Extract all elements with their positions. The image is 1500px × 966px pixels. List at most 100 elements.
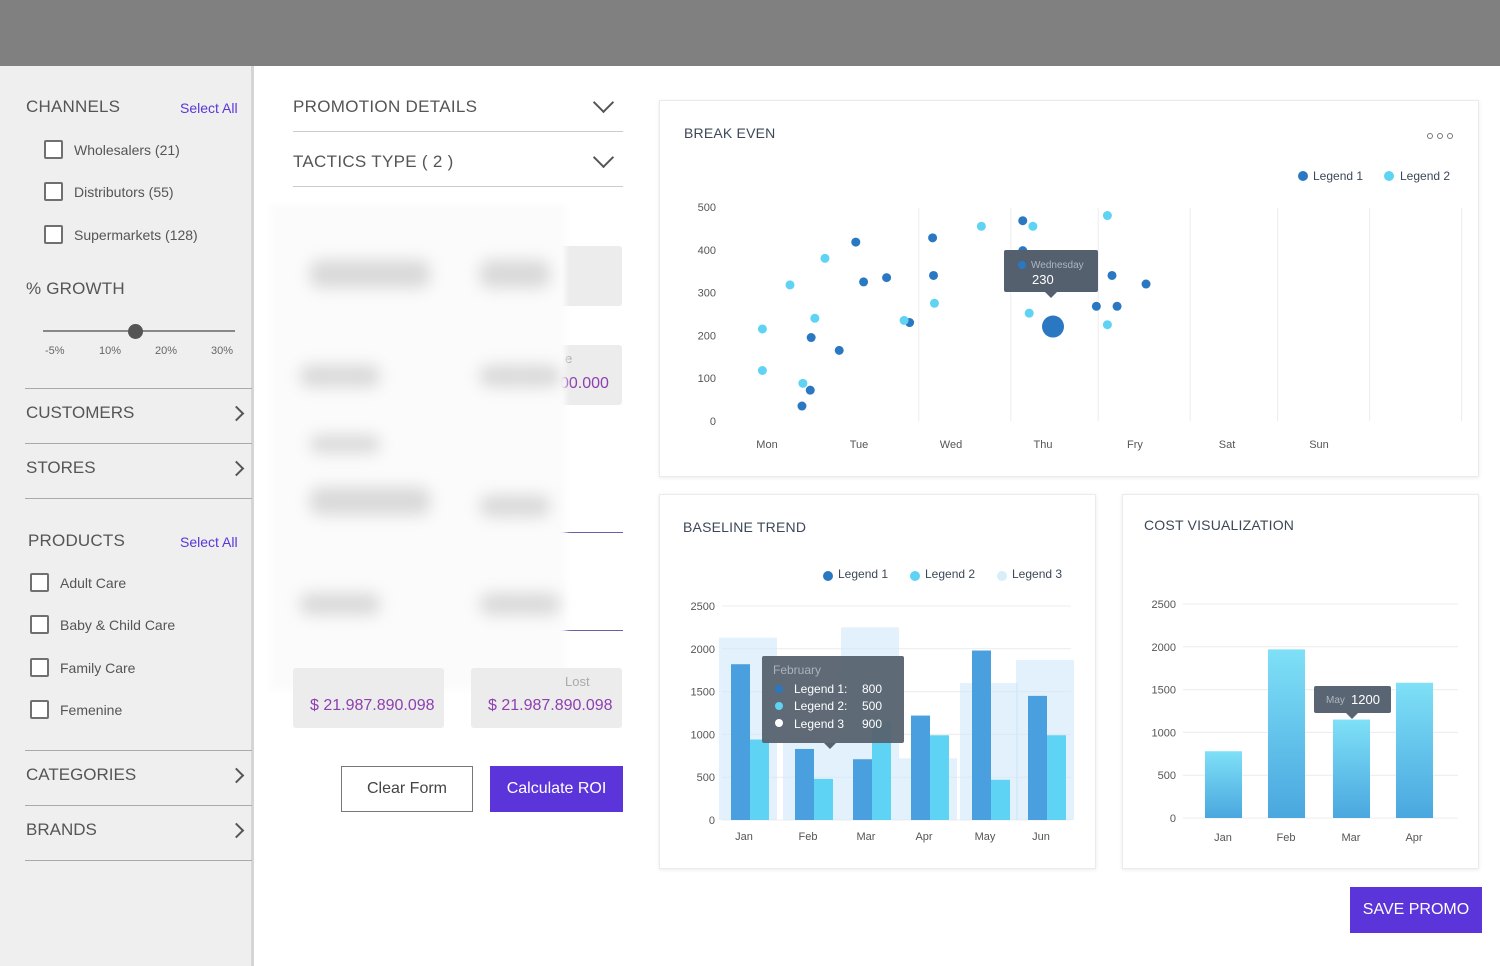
bar-legend-1[interactable] — [911, 715, 930, 820]
scatter-point[interactable] — [1018, 216, 1028, 226]
checkbox-box[interactable] — [30, 700, 49, 719]
checkbox-box[interactable] — [44, 225, 63, 244]
product-checkbox-family-care[interactable]: Family Care — [30, 658, 135, 677]
tactics-type-accordion[interactable]: TACTICS TYPE ( 2 ) — [293, 137, 623, 187]
amount-field-1[interactable]: $ 21.987.890.098 — [293, 668, 444, 728]
channel-checkbox-supermarkets[interactable]: Supermarkets (128) — [44, 225, 198, 244]
scatter-point[interactable] — [1141, 279, 1151, 289]
more-options-icon[interactable] — [1427, 133, 1453, 139]
channels-select-all-link[interactable]: Select All — [180, 100, 238, 116]
scatter-point[interactable] — [834, 345, 844, 355]
bar-legend-2[interactable] — [814, 778, 833, 820]
product-checkbox-adult-care[interactable]: Adult Care — [30, 573, 126, 592]
channel-checkbox-wholesalers[interactable]: Wholesalers (21) — [44, 140, 180, 159]
scatter-point[interactable] — [798, 378, 808, 388]
blurred-content — [310, 435, 380, 453]
y-tick-label: 0 — [709, 815, 715, 827]
scatter-point[interactable] — [976, 221, 986, 231]
blurred-content — [310, 487, 430, 515]
scatter-point[interactable] — [1102, 320, 1112, 330]
tooltip-box — [762, 656, 904, 743]
bar-legend-1[interactable] — [853, 759, 872, 820]
scatter-point[interactable] — [1107, 270, 1117, 280]
highlighted-point[interactable] — [1042, 315, 1064, 338]
scatter-point[interactable] — [806, 333, 816, 343]
tooltip-dot — [775, 702, 783, 710]
cost-bar[interactable] — [1333, 719, 1370, 818]
scatter-point[interactable] — [929, 298, 939, 308]
scatter-point[interactable] — [928, 233, 938, 243]
save-promo-button[interactable]: SAVE PROMO — [1350, 887, 1482, 933]
chart-legend: Legend 1 Legend 2 Legend 3 — [823, 567, 1062, 581]
scatter-point[interactable] — [757, 365, 767, 375]
divider — [25, 805, 252, 806]
bar-legend-1[interactable] — [972, 650, 991, 820]
cost-bar[interactable] — [1205, 751, 1242, 818]
y-tick-label: 500 — [1158, 770, 1176, 782]
bar-legend-2[interactable] — [930, 735, 949, 820]
clear-form-button[interactable]: Clear Form — [341, 766, 473, 812]
slider-tick: 10% — [99, 345, 122, 357]
scatter-point[interactable] — [785, 280, 795, 290]
checkbox-box[interactable] — [44, 182, 63, 201]
bar-legend-1[interactable] — [731, 664, 750, 820]
bar-legend-2[interactable] — [750, 739, 769, 820]
product-checkbox-baby-child-care[interactable]: Baby & Child Care — [30, 615, 175, 634]
slider-tick: 30% — [211, 345, 234, 357]
bar-legend-2[interactable] — [991, 779, 1010, 820]
scatter-point[interactable] — [757, 324, 767, 334]
scatter-point[interactable] — [929, 270, 939, 280]
x-tick-label: Feb — [799, 831, 818, 843]
stores-row[interactable]: STORES — [26, 453, 248, 483]
channel-checkbox-distributors[interactable]: Distributors (55) — [44, 182, 174, 201]
slider-thumb[interactable] — [128, 324, 144, 339]
legend-dot — [910, 571, 920, 581]
chevron-right-icon — [228, 822, 245, 838]
x-tick-label: Jan — [735, 831, 753, 843]
scatter-point[interactable] — [805, 385, 815, 395]
checkbox-box[interactable] — [30, 573, 49, 592]
scatter-point[interactable] — [882, 273, 892, 283]
calculate-roi-button[interactable]: Calculate ROI — [490, 766, 623, 812]
scatter-point[interactable] — [1102, 211, 1112, 221]
bar-legend-1[interactable] — [1028, 695, 1047, 820]
scatter-point[interactable] — [1028, 221, 1038, 231]
cost-bar[interactable] — [1396, 682, 1433, 818]
slider-tick: 20% — [155, 345, 178, 357]
cost-bar[interactable] — [1268, 649, 1305, 818]
y-tick-label: 0 — [1170, 813, 1176, 825]
promotion-details-accordion[interactable]: PROMOTION DETAILS — [293, 82, 623, 132]
customers-row[interactable]: CUSTOMERS — [26, 398, 248, 428]
scatter-point[interactable] — [851, 237, 861, 247]
amount-field-2[interactable]: Lost $ 21.987.890.098 — [471, 668, 622, 728]
checkbox-box[interactable] — [44, 140, 63, 159]
growth-slider[interactable] — [43, 324, 235, 339]
products-select-all-link[interactable]: Select All — [180, 534, 238, 550]
scatter-point[interactable] — [859, 277, 869, 287]
scatter-point[interactable] — [810, 313, 820, 323]
y-tick-label: 300 — [698, 288, 716, 300]
filter-sidebar: CHANNELS Select All Wholesalers (21) Dis… — [0, 66, 254, 966]
scatter-point[interactable] — [797, 401, 807, 411]
scatter-point[interactable] — [1091, 301, 1101, 311]
y-tick-label: 1500 — [691, 687, 715, 699]
checkbox-box[interactable] — [30, 615, 49, 634]
brands-row[interactable]: BRANDS — [26, 815, 248, 845]
bar-legend-2[interactable] — [1047, 735, 1066, 820]
bar-legend-2[interactable] — [872, 721, 891, 820]
tooltip-label: Wednesday — [1031, 260, 1084, 271]
scatter-point[interactable] — [899, 315, 909, 325]
scatter-point[interactable] — [820, 253, 830, 263]
bar-legend-1[interactable] — [795, 748, 814, 820]
scatter-point[interactable] — [1024, 308, 1034, 318]
products-heading: PRODUCTS — [28, 531, 125, 550]
x-tick-label: Thu — [1034, 439, 1053, 451]
x-tick-label: Mar — [1342, 832, 1361, 844]
legend-dot — [997, 571, 1007, 581]
y-tick-label: 1000 — [691, 729, 715, 741]
scatter-point[interactable] — [1112, 301, 1122, 311]
tooltip-value: 1200 — [1351, 692, 1380, 707]
checkbox-box[interactable] — [30, 658, 49, 677]
product-checkbox-femenine[interactable]: Femenine — [30, 700, 122, 719]
categories-row[interactable]: CATEGORIES — [26, 760, 248, 790]
